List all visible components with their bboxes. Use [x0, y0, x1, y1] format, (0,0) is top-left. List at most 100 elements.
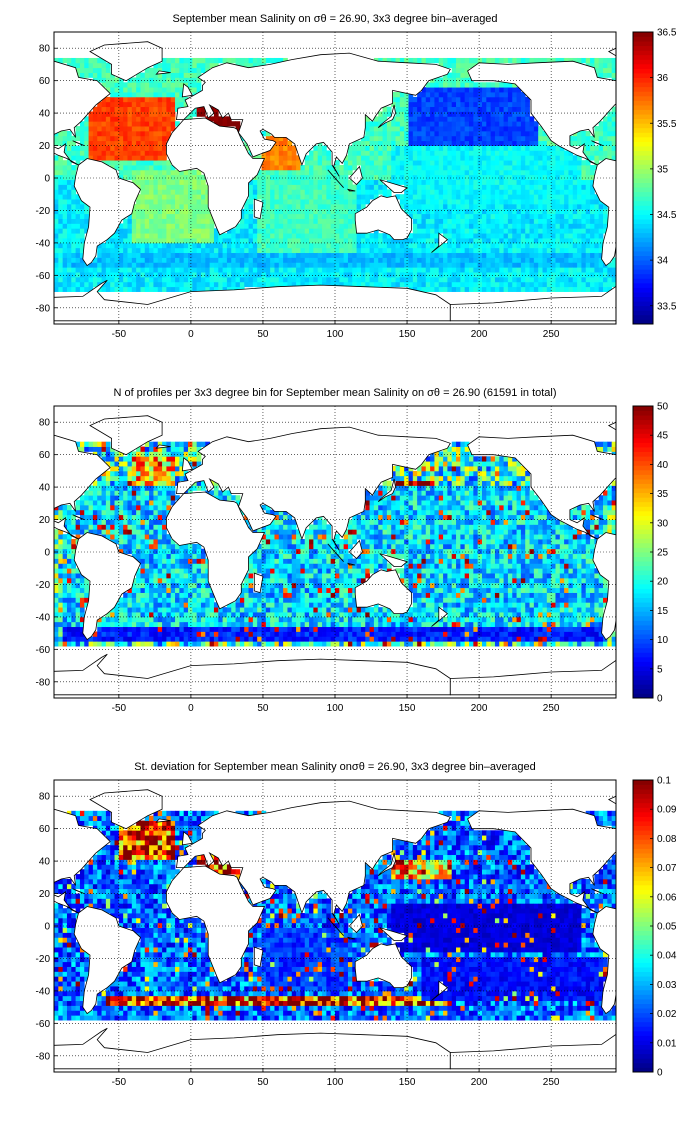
heat-cell — [214, 277, 219, 282]
heat-cell — [512, 170, 517, 175]
heat-cell — [188, 58, 193, 63]
heat-cell — [67, 58, 72, 63]
heat-cell — [517, 126, 522, 131]
heat-cell — [63, 549, 68, 554]
heat-cell — [460, 170, 465, 175]
heat-cell — [495, 121, 500, 126]
heat-cell — [149, 165, 154, 170]
heat-cell — [521, 287, 526, 292]
heat-cell — [586, 248, 591, 253]
heat-cell — [257, 267, 262, 272]
heat-cell — [551, 155, 556, 160]
heat-cell — [421, 228, 426, 233]
heat-cell — [460, 136, 465, 141]
heat-cell — [491, 267, 496, 272]
heat-cell — [184, 73, 189, 78]
heat-cell — [456, 214, 461, 219]
heat-cell — [594, 209, 599, 214]
heat-cell — [54, 558, 59, 563]
heat-cell — [123, 160, 128, 165]
heat-cell — [577, 223, 582, 228]
heat-cell — [188, 170, 193, 175]
heat-cell — [456, 228, 461, 233]
heat-cell — [119, 111, 124, 116]
heat-cell — [504, 160, 509, 165]
heat-cell — [162, 204, 167, 209]
heat-cell — [530, 214, 535, 219]
heat-cell — [482, 155, 487, 160]
heat-cell — [568, 277, 573, 282]
heat-cell — [504, 150, 509, 155]
heat-cell — [499, 116, 504, 121]
heat-cell — [214, 248, 219, 253]
heat-cell — [149, 272, 154, 277]
heat-cell — [383, 175, 388, 180]
heat-cell — [426, 126, 431, 131]
heat-cell — [84, 121, 89, 126]
heat-cell — [460, 253, 465, 258]
heat-cell — [568, 189, 573, 194]
heat-cell — [58, 641, 63, 646]
chart-title: September mean Salinity on σθ = 26.90, 3… — [172, 13, 497, 25]
heat-cell — [543, 155, 548, 160]
heat-cell — [115, 490, 120, 495]
heat-cell — [153, 77, 158, 82]
heat-cell — [296, 272, 301, 277]
heat-cell — [486, 116, 491, 121]
heat-cell — [590, 262, 595, 267]
heat-cell — [594, 58, 599, 63]
heat-cell — [84, 593, 89, 598]
heat-cell — [54, 544, 59, 549]
heat-cell — [512, 257, 517, 262]
heat-cell — [491, 131, 496, 136]
heat-cell — [283, 209, 288, 214]
heat-cell — [555, 189, 560, 194]
heat-cell — [573, 209, 578, 214]
heat-cell — [149, 219, 154, 224]
colorbar-segment — [633, 192, 653, 197]
heat-cell — [365, 165, 370, 170]
heat-cell — [439, 141, 444, 146]
heat-cell — [383, 136, 388, 141]
heat-cell — [400, 194, 405, 199]
heat-cell — [517, 253, 522, 258]
heat-cell — [473, 146, 478, 151]
heat-cell — [352, 267, 357, 272]
heat-cell — [370, 165, 375, 170]
heat-cell — [197, 111, 202, 116]
heat-cell — [266, 233, 271, 238]
heat-cell — [443, 253, 448, 258]
heat-cell — [127, 102, 132, 107]
heat-cell — [201, 248, 206, 253]
heat-cell — [486, 107, 491, 112]
heat-cell — [140, 92, 145, 97]
heat-cell — [413, 228, 418, 233]
heat-cell — [434, 92, 439, 97]
heat-cell — [590, 238, 595, 243]
heat-cell — [205, 228, 210, 233]
heat-cell — [530, 189, 535, 194]
heat-cell — [357, 146, 362, 151]
heat-cell — [179, 233, 184, 238]
heat-cell — [253, 272, 258, 277]
heat-cell — [257, 257, 262, 262]
heat-cell — [594, 131, 599, 136]
heat-cell — [551, 277, 556, 282]
heat-cell — [136, 223, 141, 228]
heat-cell — [478, 204, 483, 209]
heat-cell — [460, 87, 465, 92]
heat-cell — [430, 175, 435, 180]
heat-cell — [594, 126, 599, 131]
heat-cell — [197, 262, 202, 267]
heat-cell — [119, 228, 124, 233]
heat-cell — [67, 219, 72, 224]
heat-cell — [80, 282, 85, 287]
heat-cell — [136, 77, 141, 82]
heat-cell — [63, 243, 68, 248]
heat-cell — [249, 223, 254, 228]
heat-cell — [430, 126, 435, 131]
heat-cell — [93, 636, 98, 641]
heat-cell — [508, 248, 513, 253]
heat-cell — [491, 165, 496, 170]
heat-cell — [348, 238, 353, 243]
